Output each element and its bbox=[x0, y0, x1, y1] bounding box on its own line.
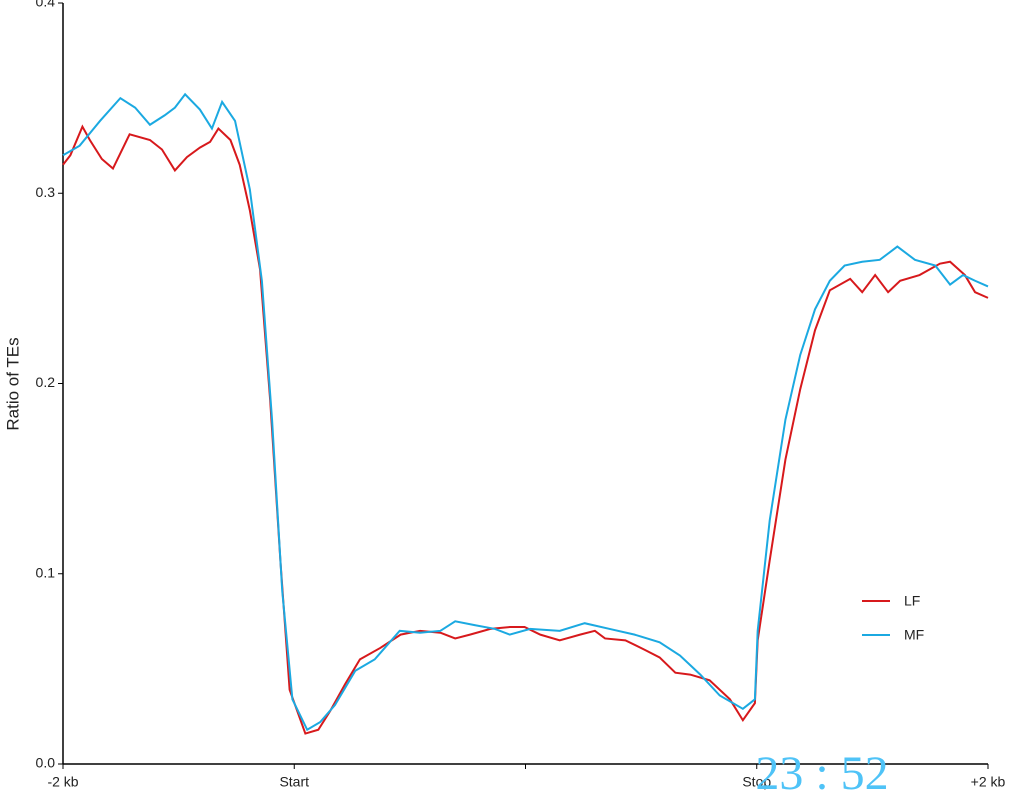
legend-label: LF bbox=[904, 593, 920, 609]
timestamp-overlay: 23 : 52 bbox=[755, 747, 888, 800]
x-tick-label: Start bbox=[279, 774, 309, 790]
line bbox=[62, 124, 989, 735]
legend-label: MF bbox=[904, 627, 924, 643]
y-tick-label: 0.0 bbox=[36, 755, 56, 771]
y-tick-label: 0.1 bbox=[36, 564, 56, 580]
y-tick-label: 0.4 bbox=[36, 0, 56, 10]
y-axis-label: Ratio of TEs bbox=[3, 337, 22, 430]
y-tick-label: 0.3 bbox=[36, 184, 56, 200]
x-tick-label: Stop bbox=[742, 774, 771, 790]
x-tick-label: -2 kb bbox=[47, 774, 78, 790]
y-tick-label: 0.2 bbox=[36, 374, 56, 390]
x-tick-label: +2 kb bbox=[971, 774, 1006, 790]
line bbox=[62, 92, 989, 732]
